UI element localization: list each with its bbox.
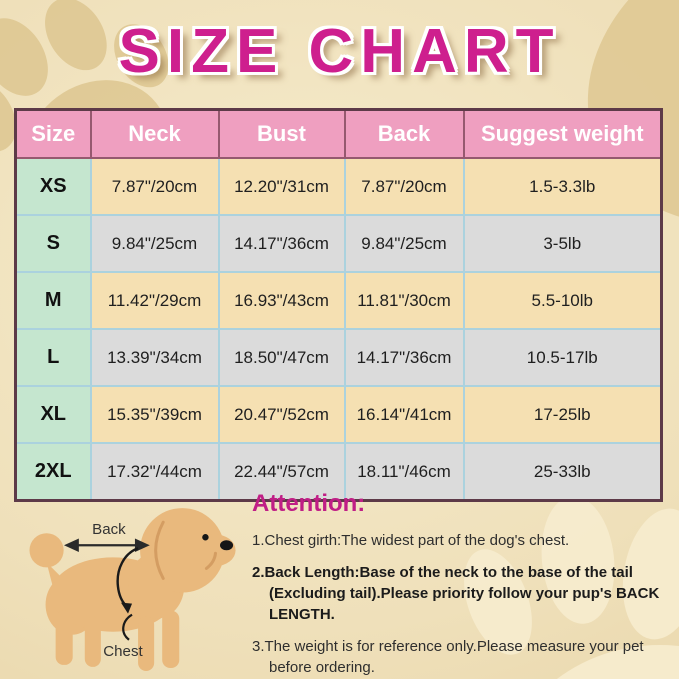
neck-cell: 17.32"/44cm xyxy=(89,442,220,502)
dog-ear-detail xyxy=(154,520,217,580)
weight-cell: 10.5-17lb xyxy=(462,328,663,387)
back-cell: 16.14"/41cm xyxy=(343,385,465,444)
neck-cell: 9.84"/25cm xyxy=(89,214,220,273)
paw-print-top-right xyxy=(587,0,679,225)
column-header-weight: Suggest weight xyxy=(462,109,662,159)
bust-cell: 16.93"/43cm xyxy=(217,271,346,330)
chest-girth-lower-arc xyxy=(122,613,133,641)
chest-girth-arc xyxy=(116,547,139,607)
dog-eye xyxy=(202,534,209,541)
back-cell: 14.17"/36cm xyxy=(343,328,465,387)
neck-cell: 11.42"/29cm xyxy=(89,271,220,330)
paw-print-bottom-right xyxy=(464,496,679,679)
size-cell: 2XL xyxy=(14,442,92,502)
size-cell: M xyxy=(14,271,92,330)
neck-cell: 15.35"/39cm xyxy=(89,385,220,444)
size-cell: XL xyxy=(14,385,92,444)
chest-measure-label: Chest xyxy=(103,643,143,660)
weight-cell: 25-33lb xyxy=(462,442,663,502)
dog-illustration: Back Chest xyxy=(29,508,236,671)
weight-cell: 1.5-3.3lb xyxy=(462,157,663,216)
dog-measurement-diagram: Back Chest xyxy=(8,492,244,679)
size-chart-table: Size Neck Bust Back Suggest weight XS 7.… xyxy=(14,108,663,502)
weight-cell: 3-5lb xyxy=(462,214,663,273)
weight-cell: 5.5-10lb xyxy=(462,271,663,330)
attention-note-3: 3.The weight is for reference only.Pleas… xyxy=(252,638,644,676)
size-cell: XS xyxy=(14,157,92,216)
back-measure-label: Back xyxy=(92,521,126,538)
page-title: SIZE CHART xyxy=(118,17,561,86)
neck-cell: 7.87"/20cm xyxy=(89,157,220,216)
bust-cell: 22.44"/57cm xyxy=(217,442,346,502)
table-row-xl: XL 15.35"/39cm 20.47"/52cm 16.14"/41cm 1… xyxy=(14,385,663,444)
table-row-xs: XS 7.87"/20cm 12.20"/31cm 7.87"/20cm 1.5… xyxy=(14,157,663,216)
attention-heading: Attention: xyxy=(252,490,366,517)
back-cell: 11.81"/30cm xyxy=(343,271,465,330)
dog-body-shape xyxy=(29,508,236,671)
weight-cell: 17-25lb xyxy=(462,385,663,444)
bust-cell: 20.47"/52cm xyxy=(217,385,346,444)
dog-nose xyxy=(220,540,234,551)
table-row-2xl: 2XL 17.32"/44cm 22.44"/57cm 18.11"/46cm … xyxy=(14,442,663,502)
table-row-l: L 13.39"/34cm 18.50"/47cm 14.17"/36cm 10… xyxy=(14,328,663,387)
column-header-back: Back xyxy=(343,109,464,159)
table-row-m: M 11.42"/29cm 16.93"/43cm 11.81"/30cm 5.… xyxy=(14,271,663,330)
column-header-size: Size xyxy=(15,109,91,159)
table-header-row: Size Neck Bust Back Suggest weight xyxy=(15,109,662,159)
back-cell: 9.84"/25cm xyxy=(343,214,465,273)
back-length-arrow xyxy=(64,538,150,553)
size-cell: L xyxy=(14,328,92,387)
back-cell: 7.87"/20cm xyxy=(343,157,465,216)
table-row-s: S 9.84"/25cm 14.17"/36cm 9.84"/25cm 3-5l… xyxy=(14,214,663,273)
attention-section: Attention: 1.Chest girth:The widest part… xyxy=(252,490,678,679)
column-header-bust: Bust xyxy=(217,109,345,159)
bust-cell: 14.17"/36cm xyxy=(217,214,346,273)
neck-cell: 13.39"/34cm xyxy=(89,328,220,387)
attention-note-2: 2.Back Length:Base of the neck to the ba… xyxy=(252,564,660,623)
bust-cell: 12.20"/31cm xyxy=(217,157,346,216)
size-cell: S xyxy=(14,214,92,273)
chest-arrowhead xyxy=(120,602,133,614)
column-header-neck: Neck xyxy=(89,109,219,159)
attention-note-1: 1.Chest girth:The widest part of the dog… xyxy=(252,532,570,549)
back-cell: 18.11"/46cm xyxy=(343,442,465,502)
bust-cell: 18.50"/47cm xyxy=(217,328,346,387)
